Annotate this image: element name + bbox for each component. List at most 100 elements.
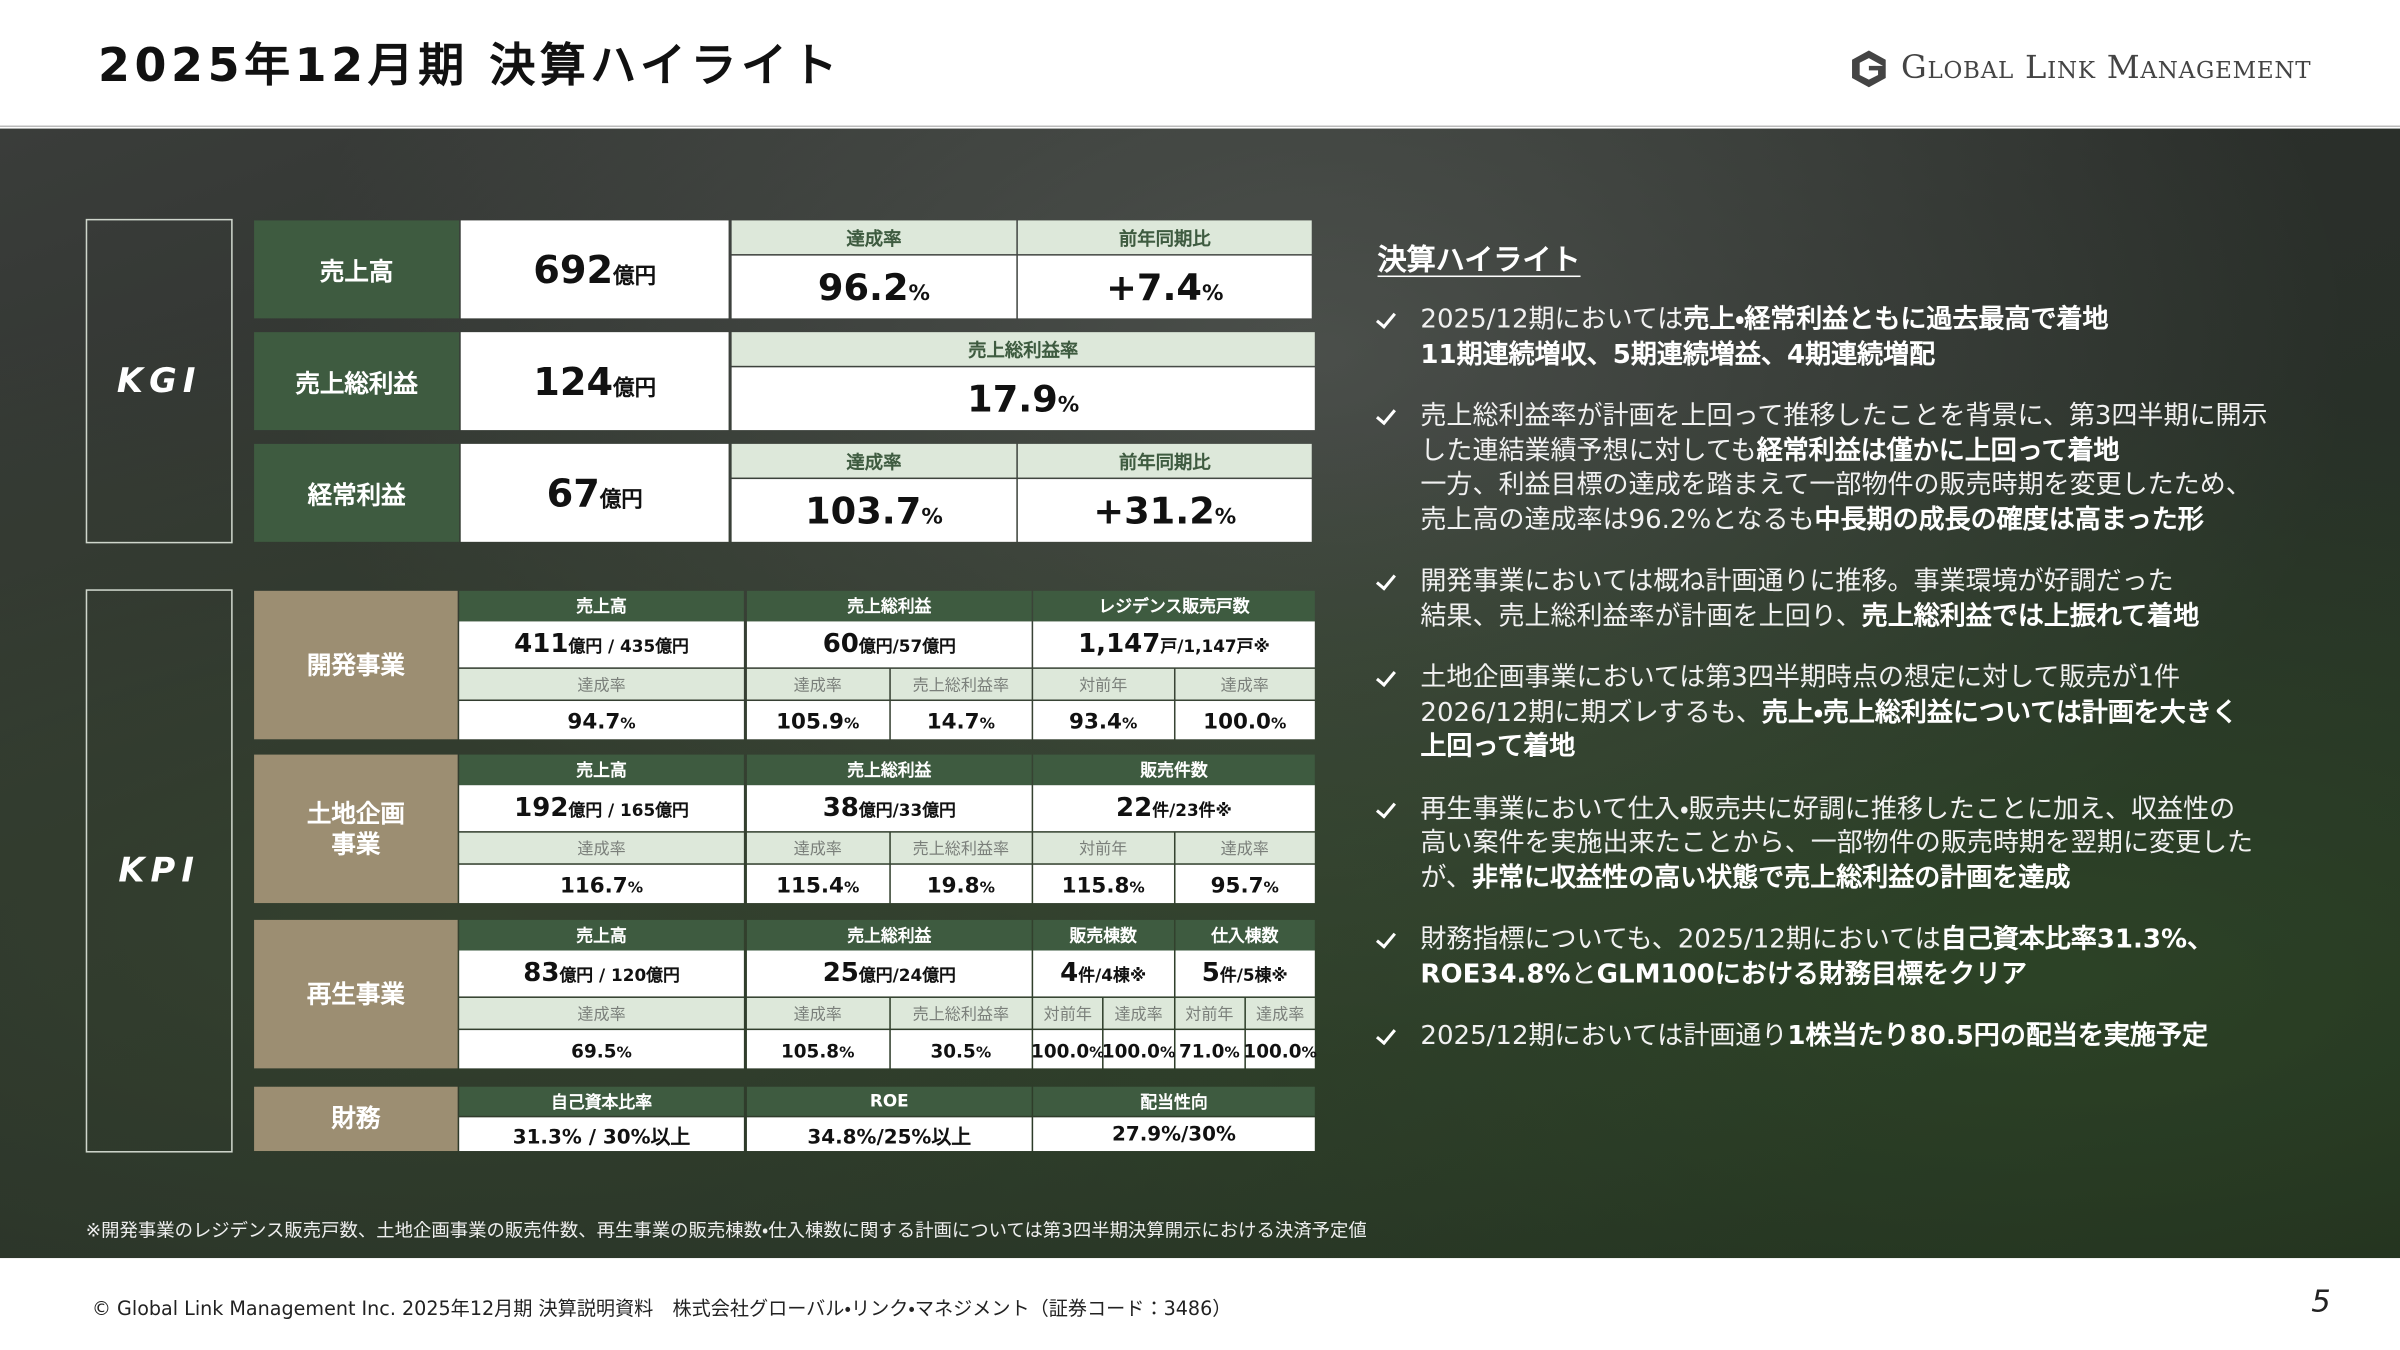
value-number: 5 (1201, 958, 1220, 989)
value-unit: % (1270, 716, 1287, 734)
sub-value-cell: 100.0% (1102, 1030, 1175, 1069)
value-number: 60 (822, 629, 859, 660)
highlight-text: 土地企画事業においては第3四半期時点の想定に対して販売が1件 (1420, 662, 2181, 694)
value-number: +31.2 (1093, 489, 1215, 532)
value-unit: 億円 (613, 375, 657, 401)
sub-label: 売上総利益率 (890, 668, 1032, 700)
sub-value-cell: 14.7% (890, 701, 1032, 740)
value-number: 115.8 (1061, 873, 1130, 899)
sub-label: 達成率 (1174, 668, 1315, 700)
kgi-metric-cell: +31.2% (1017, 479, 1312, 542)
highlight-line: 土地企画事業においては第3四半期時点の想定に対して販売が1件 (1420, 661, 2369, 695)
value-number: 19.8 (926, 873, 980, 899)
value: 96.2% (818, 266, 930, 309)
value-number: 115.4 (776, 873, 844, 899)
sub-value-cell: 115.4% (746, 864, 889, 904)
slide-title: 2025年12月期 決算ハイライト (97, 39, 842, 94)
value-unit: 億円 / 120億円 (559, 965, 680, 986)
value-unit: % (1201, 280, 1224, 306)
value: 124億円 (533, 359, 656, 403)
kgi-metric-cell: 17.9% (731, 367, 1315, 431)
sub-value-cell: 115.8% (1033, 864, 1174, 904)
value-number: 124 (533, 358, 614, 404)
kgi-value-cell: 692億円 (460, 220, 729, 319)
group-value-cell: 4件/4棟※ (1033, 950, 1174, 997)
kgi-row-label: 経常利益 (254, 443, 460, 542)
value: 105.9% (776, 706, 859, 734)
segment-label: 土地企画事業 (254, 754, 458, 904)
highlight-text: 高い案件を実施出来たことから、一部物件の販売時期を翌期に変更した (1420, 828, 2254, 859)
value-unit: % (627, 880, 644, 897)
value-number: 94.7 (567, 710, 621, 735)
value: 30.5% (930, 1035, 991, 1064)
group-value-cell: 192億円 / 165億円 (459, 785, 744, 832)
sub-label: 売上総利益率 (890, 997, 1032, 1029)
value-unit: 億円/24億円 (858, 965, 956, 986)
highlight-line: 高い案件を実施出来たことから、一部物件の販売時期を翌期に変更した (1420, 827, 2369, 861)
value-number: 192 (514, 792, 569, 824)
value: 83億円 / 120億円 (523, 958, 680, 989)
sub-label: 達成率 (1174, 832, 1315, 864)
value: 100.0% (1203, 706, 1287, 734)
value-number: 67 (546, 470, 600, 516)
value-number: 105.8 (780, 1040, 840, 1063)
group-header: 売上総利益 (746, 590, 1032, 622)
highlight-bullet: 2025/12期においては計画通り1株当たり80.5円の配当を実施予定 (1375, 1019, 2369, 1053)
value-unit: 億円 (599, 487, 643, 512)
group-header: 売上総利益 (746, 754, 1032, 786)
kgi-value-cell: 67億円 (460, 443, 729, 542)
highlight-line: 結果、売上総利益率が計画を上回り、売上総利益では上振れて着地 (1420, 599, 2369, 633)
value-number: 38 (822, 792, 859, 824)
sub-label: 対前年 (1174, 997, 1245, 1029)
sub-label: 売上総利益率 (890, 832, 1032, 864)
value-unit: % (1263, 880, 1279, 897)
highlight-text: 売上・経常利益ともに過去最高で着地 (1683, 304, 2109, 336)
highlight-bullet: 財務指標についても、2025/12期においては自己資本比率31.3%、 ROE34… (1375, 923, 2369, 992)
value-number: 14.7 (926, 710, 980, 735)
value-number: 71.0 (1179, 1040, 1225, 1063)
highlight-text: 中長期の成長の確度は高まった形 (1814, 504, 2204, 535)
group-value-cell: 38億円/33億円 (746, 785, 1032, 832)
sub-value-cell: 93.4% (1033, 701, 1174, 740)
value: 19.8% (927, 869, 995, 898)
value-number: 69.5 (571, 1040, 617, 1063)
value-number: 95.7 (1210, 873, 1264, 899)
value-unit: % (839, 1045, 855, 1063)
value: 4件/4棟※ (1060, 958, 1146, 989)
value-unit: % (975, 1045, 992, 1063)
group-value-cell: 83億円 / 120億円 (459, 950, 744, 997)
value: 115.4% (776, 869, 859, 898)
highlights-title: 決算ハイライト (1377, 243, 1581, 278)
value-number: 692 (533, 247, 614, 292)
highlight-bullet: 2025/12期においては売上・経常利益ともに過去最高で着地 11期連続増収、5期… (1375, 303, 2369, 372)
value-unit: % (921, 504, 943, 529)
value: 100.0% (1102, 1035, 1175, 1064)
value: 38億円/33億円 (823, 793, 956, 824)
value: 411億円 / 435億円 (514, 629, 689, 660)
value: +7.4% (1106, 266, 1223, 309)
highlight-line: 2025/12期においては計画通り1株当たり80.5円の配当を実施予定 (1420, 1019, 2369, 1053)
value-number: 103.7 (805, 489, 922, 532)
highlight-text: 結果、売上総利益率が計画を上回り、 (1420, 600, 1862, 632)
value-unit: % (1057, 392, 1080, 418)
kgi-row-label: 売上高 (254, 220, 460, 319)
finance-value: 27.9%/30% (1033, 1117, 1315, 1152)
sub-value-cell: 105.9% (746, 701, 889, 740)
footnote: ※開発事業のレジデンス販売戸数、土地企画事業の販売件数、再生事業の販売棟数・仕入… (85, 1219, 1367, 1242)
sub-value-cell: 100.0% (1174, 701, 1315, 740)
sub-value-cell: 71.0% (1174, 1030, 1245, 1069)
sub-value-cell: 116.7% (459, 864, 744, 904)
value-unit: % (979, 880, 995, 897)
group-header: レジデンス販売戸数 (1033, 590, 1315, 622)
kgi-metric-cell: 103.7% (731, 479, 1017, 542)
group-header: 販売件数 (1033, 754, 1315, 786)
group-value-cell: 5件/5棟※ (1174, 950, 1315, 997)
finance-header: ROE (746, 1086, 1032, 1116)
group-header: 売上高 (459, 754, 744, 786)
kpi-label: KPI (85, 589, 233, 1153)
value-unit: % (1214, 504, 1237, 529)
highlight-line: 売上高の達成率は96.2%となるも中長期の成長の確度は高まった形 (1420, 503, 2369, 537)
finance-header: 配当性向 (1033, 1086, 1315, 1116)
sub-value-cell: 94.7% (459, 701, 744, 740)
